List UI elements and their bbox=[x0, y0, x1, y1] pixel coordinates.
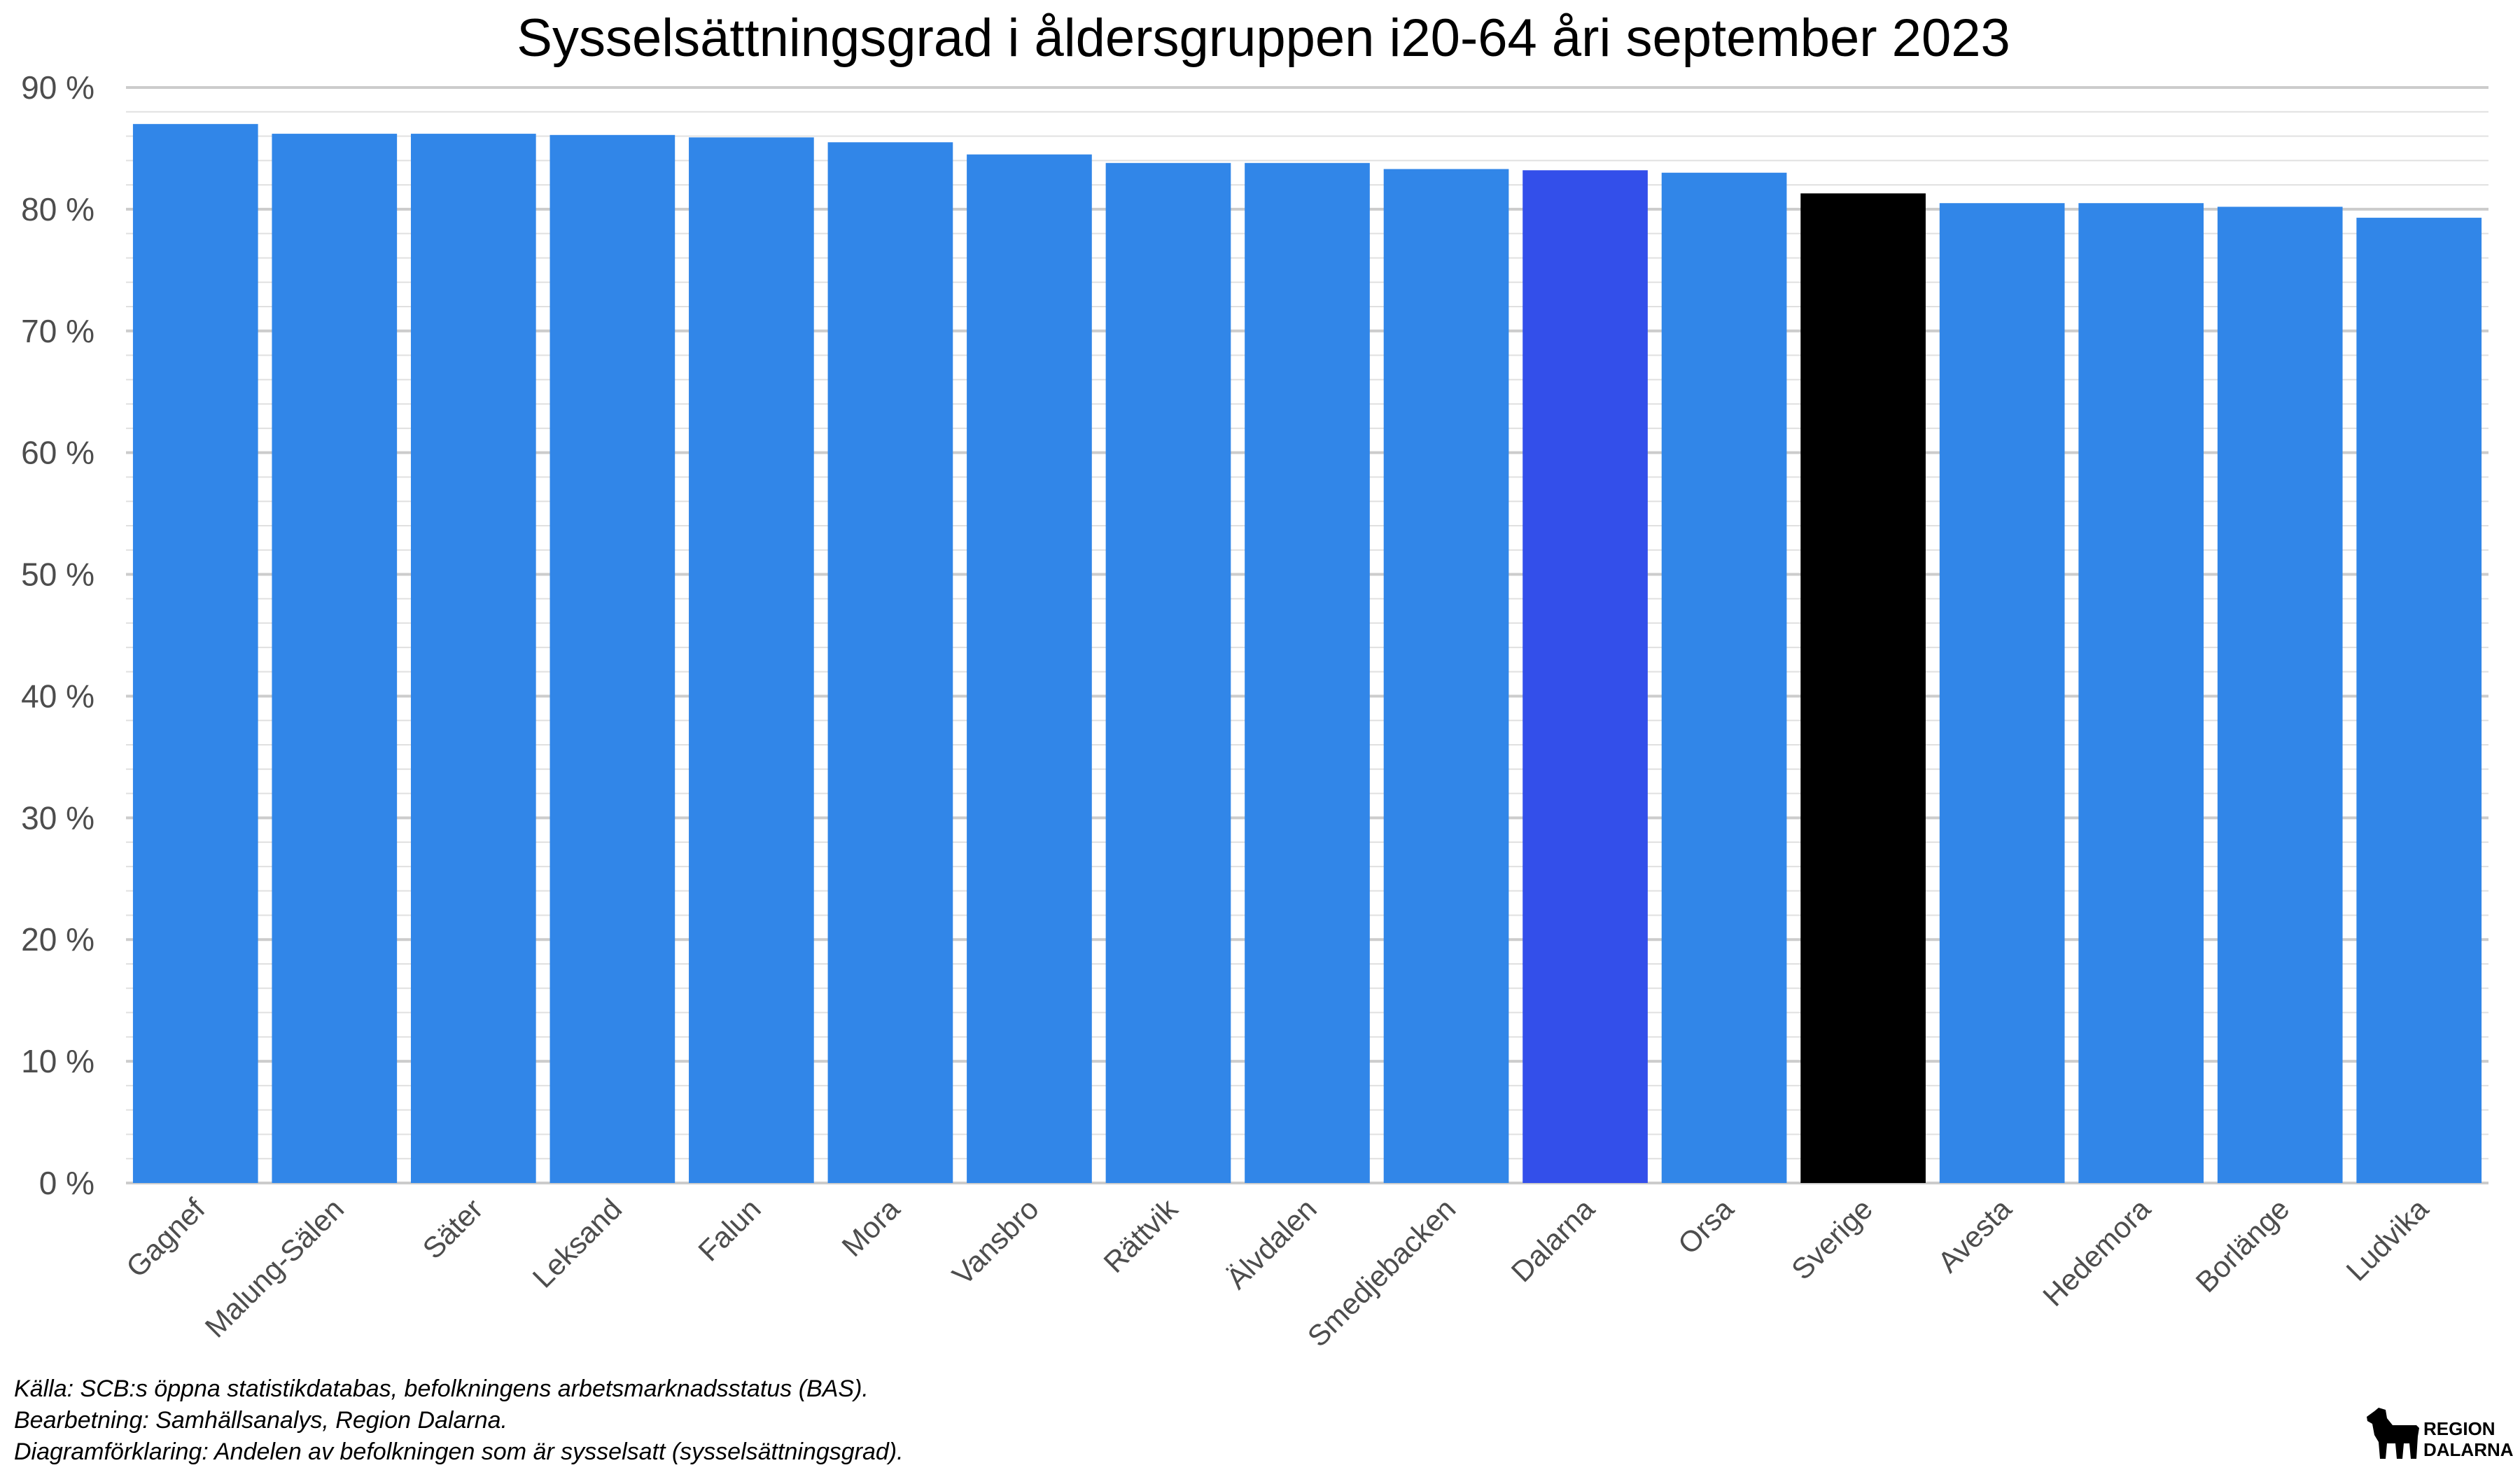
x-tick-label: Borlänge bbox=[2189, 1192, 2295, 1298]
x-tick-label: Gagnef bbox=[120, 1192, 211, 1284]
bar-avesta bbox=[1939, 203, 2065, 1183]
bar-älvdalen bbox=[1245, 162, 1370, 1183]
y-tick-label: 40 % bbox=[21, 678, 94, 714]
logo-line-2: DALARNA bbox=[2423, 1439, 2514, 1460]
bars bbox=[132, 124, 2482, 1184]
x-tick-label: Avesta bbox=[1931, 1192, 2018, 1279]
bar-orsa bbox=[1661, 172, 1787, 1184]
bar-malung-sälen bbox=[272, 134, 398, 1184]
x-tick-label: Vansbro bbox=[946, 1192, 1045, 1292]
y-tick-label: 70 % bbox=[21, 313, 94, 349]
bar-ludvika bbox=[2356, 218, 2482, 1184]
x-tick-label: Rättvik bbox=[1097, 1191, 1184, 1279]
y-tick-label: 80 % bbox=[21, 191, 94, 227]
y-axis-ticks: 0 % 10 % 20 % 30 % 40 % 50 % 60 % 70 % 80 % 90 % bbox=[21, 69, 94, 1201]
x-tick-label: Mora bbox=[835, 1192, 906, 1263]
logo-line-1: REGION bbox=[2423, 1418, 2496, 1439]
bar-falun bbox=[689, 137, 814, 1184]
bar-sverige bbox=[1800, 193, 1926, 1183]
bar-hedemora bbox=[2078, 203, 2204, 1183]
bar-leksand bbox=[550, 134, 676, 1184]
bar-mora bbox=[827, 142, 953, 1183]
bar-säter bbox=[410, 134, 536, 1184]
bar-gagnef bbox=[132, 124, 258, 1184]
x-tick-label: Orsa bbox=[1672, 1192, 1740, 1261]
caption: Källa: SCB:s öppna statistikdatabas, bef… bbox=[14, 1376, 904, 1465]
y-tick-label: 90 % bbox=[21, 69, 94, 106]
region-dalarna-logo: REGION DALARNA bbox=[2367, 1408, 2514, 1460]
x-tick-label: Dalarna bbox=[1505, 1192, 1602, 1289]
x-tick-label: Älvdalen bbox=[1220, 1192, 1323, 1295]
x-tick-label: Säter bbox=[416, 1192, 489, 1265]
y-tick-label: 0 % bbox=[39, 1165, 94, 1201]
bar-dalarna bbox=[1522, 170, 1648, 1184]
y-tick-label: 20 % bbox=[21, 921, 94, 958]
bar-vansbro bbox=[967, 154, 1092, 1183]
x-tick-label: Hedemora bbox=[2036, 1192, 2157, 1312]
dala-horse-icon bbox=[2367, 1408, 2419, 1459]
bar-rättvik bbox=[1105, 162, 1231, 1183]
y-tick-label: 50 % bbox=[21, 556, 94, 593]
y-tick-label: 60 % bbox=[21, 435, 94, 471]
chart-title: Sysselsättningsgrad i åldersgruppen i20-… bbox=[517, 8, 2010, 68]
bar-smedjebacken bbox=[1383, 169, 1509, 1183]
x-tick-label: Ludvika bbox=[2340, 1192, 2435, 1287]
y-tick-label: 30 % bbox=[21, 799, 94, 836]
caption-source: Källa: SCB:s öppna statistikdatabas, bef… bbox=[14, 1376, 869, 1402]
x-tick-label: Malung-Sälen bbox=[199, 1192, 350, 1343]
x-tick-label: Smedjebacken bbox=[1301, 1192, 1462, 1353]
y-tick-label: 10 % bbox=[21, 1043, 94, 1079]
x-tick-label: Sverige bbox=[1785, 1192, 1879, 1286]
x-tick-label: Leksand bbox=[526, 1192, 629, 1294]
bar-borlänge bbox=[2217, 206, 2343, 1183]
caption-processing: Bearbetning: Samhällsanalys, Region Dala… bbox=[14, 1407, 507, 1434]
caption-explanation: Diagramförklaring: Andelen av befolkning… bbox=[14, 1438, 904, 1465]
x-tick-label: Falun bbox=[692, 1192, 767, 1268]
